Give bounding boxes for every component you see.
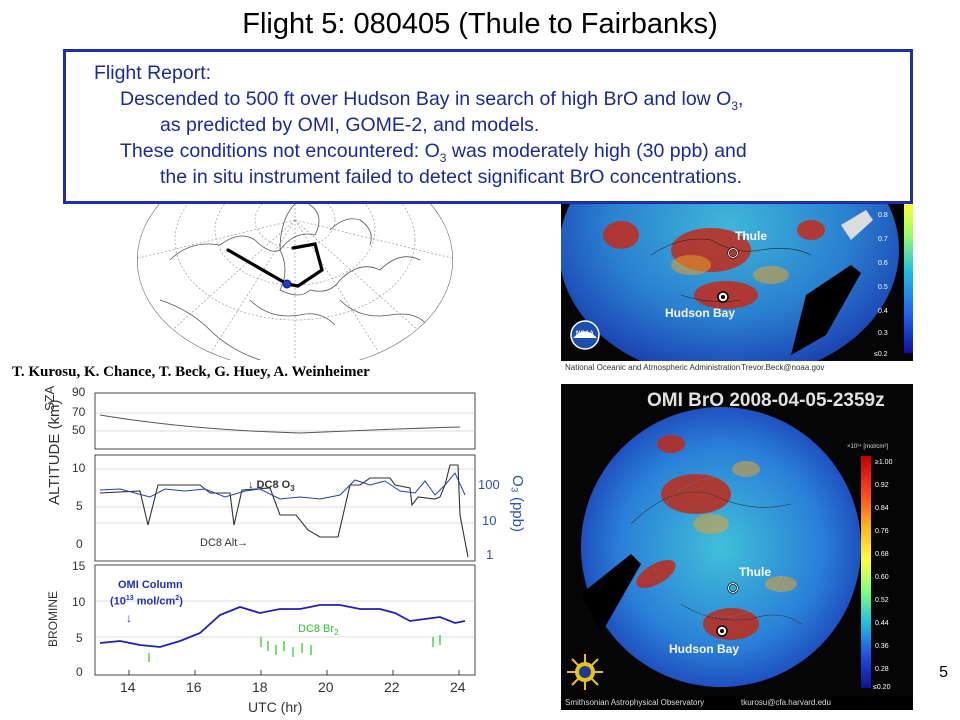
authors-line: T. Kurosu, K. Chance, T. Beck, G. Huey, …	[12, 364, 370, 380]
dc8-o3-annotation: ↓ DC8 O3	[248, 479, 295, 494]
report-heading: Flight Report:	[94, 62, 212, 84]
slide-title: Flight 5: 080405 (Thule to Fairbanks)	[242, 8, 718, 40]
x-tick: 14	[120, 679, 136, 695]
omi-cb-tick: ≤0.20	[873, 684, 891, 691]
sao-sun-logo	[567, 654, 603, 690]
omi-cb-tick: 0.84	[875, 505, 889, 512]
dc8-alt-annotation: DC8 Alt→	[200, 537, 249, 549]
page-number: 5	[939, 664, 948, 681]
omi-cb-tick: 0.92	[875, 482, 889, 489]
x-axis-label: UTC (hr)	[248, 699, 303, 715]
omi-cb-tick: 0.76	[875, 528, 889, 535]
noaa-cb-tick: 0.6	[878, 260, 888, 267]
o3-axis-label: O₃ (ppb)	[509, 475, 526, 532]
report-line-2: as predicted by OMI, GOME-2, and models.	[160, 114, 540, 136]
x-tick: 24	[450, 679, 466, 695]
noaa-footer-org: National Oceanic and Atmospheric Adminis…	[565, 363, 741, 372]
altitude-axis-label: ALTITUDE (km)	[46, 399, 63, 505]
noaa-logo: NOAA	[576, 331, 594, 337]
noaa-cb-tick: ≤0.2	[874, 351, 888, 358]
omi-cb-tick: ≥1.00	[875, 459, 893, 466]
noaa-cb-tick: 0.4	[878, 308, 888, 315]
omi-colorbar-unit: ×10¹⁴ [mol/cm²]	[847, 444, 889, 450]
alt-tick: 10	[72, 461, 86, 475]
flight-report-box: Flight Report: Descended to 500 ft over …	[63, 49, 913, 204]
omi-footer-email: tkurosu@cfa.harvard.edu	[741, 698, 831, 707]
noaa-cb-tick: 0.5	[878, 284, 888, 291]
omi-hudson-label: Hudson Bay	[669, 642, 740, 656]
omi-footer-org: Smithsonian Astrophysical Observatory	[565, 698, 705, 707]
alt-tick: 0	[76, 537, 83, 551]
omi-cb-tick: 0.60	[875, 574, 889, 581]
noaa-footer: National Oceanic and Atmospheric Adminis…	[561, 361, 913, 375]
o3-tick: 1	[486, 547, 494, 562]
omi-column-label-2: (1013 mol/cm2)	[110, 595, 183, 608]
br-tick: 0	[76, 665, 83, 679]
omi-cb-tick: 0.36	[875, 643, 889, 650]
br-tick: 15	[72, 559, 86, 573]
omi-cb-tick: 0.28	[875, 666, 889, 673]
omi-bro-map: OMI BrO 2008-04-05-2359z Thule Hudson Ba…	[561, 384, 913, 710]
br-tick: 10	[72, 595, 86, 609]
omi-cb-tick: 0.44	[875, 620, 889, 627]
omi-map-image	[561, 384, 913, 710]
noaa-bro-map: Thule Hudson Bay NOAA 0.8 0.7 0.6 0.5 0.…	[561, 195, 913, 375]
omi-column-arrow: ↓	[126, 611, 132, 625]
bromine-axis-label: BROMINE	[46, 590, 60, 647]
noaa-cb-tick: 0.3	[878, 330, 888, 337]
timeseries-svg	[94, 392, 476, 676]
flight-timeseries-plot: SZA 90 70 50 ALTITUDE (km) 10 5 0 100 10…	[40, 385, 530, 720]
noaa-cb-tick: 0.7	[878, 236, 888, 243]
noaa-hudson-label: Hudson Bay	[665, 306, 736, 320]
alt-tick: 5	[76, 499, 83, 513]
br-tick: 5	[76, 631, 83, 645]
x-tick: 18	[252, 679, 268, 695]
report-line-3: These conditions not encountered: O3 was…	[120, 140, 747, 165]
sza-tick: 50	[72, 423, 86, 437]
omi-cb-tick: 0.52	[875, 597, 889, 604]
o3-tick: 100	[478, 477, 500, 492]
noaa-footer-email: Trevor.Beck@noaa.gov	[741, 363, 825, 372]
noaa-cb-tick: 0.8	[878, 212, 888, 219]
o3-tick: 10	[482, 513, 497, 528]
report-line-1: Descended to 500 ft over Hudson Bay in s…	[120, 88, 744, 113]
omi-map-title: OMI BrO 2008-04-05-2359z	[647, 390, 885, 411]
omi-column-label-1: OMI Column	[118, 579, 183, 591]
noaa-map-image	[561, 195, 913, 375]
omi-cb-tick: 0.68	[875, 551, 889, 558]
flight-path-map	[137, 200, 453, 360]
dc8-br2-label: DC8 Br2	[298, 623, 339, 638]
noaa-thule-label: Thule	[735, 229, 767, 243]
omi-thule-label: Thule	[739, 565, 771, 579]
x-tick: 20	[318, 679, 334, 695]
x-tick: 22	[384, 679, 400, 695]
sza-tick: 90	[72, 385, 86, 399]
sza-tick: 70	[72, 405, 86, 419]
x-tick: 16	[186, 679, 202, 695]
report-line-4: the in situ instrument failed to detect …	[160, 166, 743, 188]
omi-footer: Smithsonian Astrophysical Observatory tk…	[561, 696, 913, 710]
